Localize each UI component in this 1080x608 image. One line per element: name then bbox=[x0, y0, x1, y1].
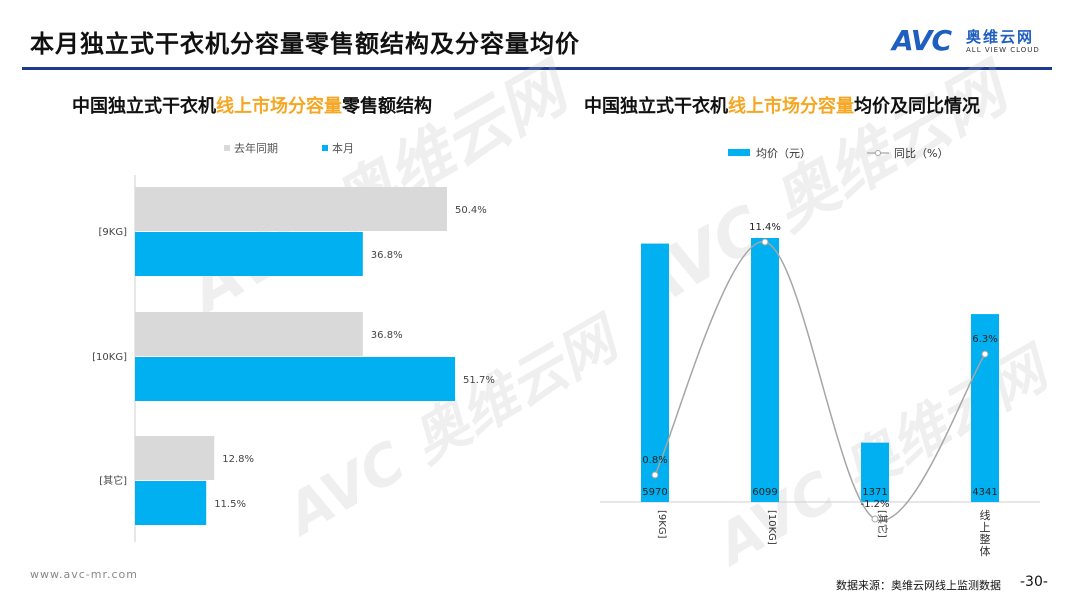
logo-cn-text: 奥维云网 bbox=[966, 28, 1035, 46]
legend-label: 同比（%） bbox=[894, 147, 948, 160]
bar bbox=[751, 238, 779, 502]
bar bbox=[135, 232, 363, 276]
line-label: 0.8% bbox=[642, 455, 667, 466]
title-rule bbox=[22, 67, 1052, 70]
legend-swatch bbox=[728, 149, 750, 156]
bar-label: 6099 bbox=[752, 487, 777, 498]
category-label: 线上整体 bbox=[980, 508, 991, 558]
category-label: [其它] bbox=[99, 474, 127, 487]
left-chart-title: 中国独立式干衣机线上市场分容量零售额结构 bbox=[72, 92, 432, 118]
bar-label: 5970 bbox=[642, 487, 667, 498]
right-title-pre: 中国独立式干衣机 bbox=[584, 96, 728, 117]
line-label: -1.2% bbox=[860, 499, 889, 510]
bar bbox=[971, 314, 999, 502]
right-chart-title: 中国独立式干衣机线上市场分容量均价及同比情况 bbox=[584, 92, 980, 118]
bar-label: 11.5% bbox=[214, 499, 246, 510]
category-label: [其它] bbox=[876, 510, 889, 538]
line-label: 6.3% bbox=[972, 334, 997, 345]
bar bbox=[135, 481, 207, 525]
left-title-pre: 中国独立式干衣机 bbox=[72, 96, 216, 117]
line-label: 11.4% bbox=[749, 222, 781, 233]
bar-label: 51.7% bbox=[463, 375, 495, 386]
legend: 均价（元） 同比（%） bbox=[728, 147, 948, 160]
legend-label: 去年同期 bbox=[234, 141, 278, 155]
logo-en-text: ALL VIEW CLOUD bbox=[966, 46, 1040, 54]
bar bbox=[135, 357, 456, 401]
bar-label: 50.4% bbox=[455, 205, 487, 216]
line-point bbox=[871, 515, 879, 523]
line-point bbox=[981, 350, 989, 358]
bar bbox=[861, 442, 889, 502]
share-bar-chart: 去年同期 本月 50.4% 36.8% [9KG] 36.8% 51.7% [10KG] 12.… bbox=[92, 141, 495, 542]
line-point bbox=[761, 238, 769, 246]
left-title-post: 零售额结构 bbox=[342, 96, 432, 117]
right-title-highlight: 线上市场分容量 bbox=[728, 96, 854, 117]
legend-label: 本月 bbox=[332, 141, 354, 155]
right-title-post: 均价及同比情况 bbox=[854, 96, 980, 117]
bar-label: 1371 bbox=[862, 487, 887, 498]
logo-mark: AVC bbox=[892, 24, 952, 57]
bar-label: 36.8% bbox=[371, 330, 403, 341]
yoy-line bbox=[654, 241, 986, 522]
avc-logo: AVC 奥维云网 ALL VIEW CLOUD bbox=[892, 24, 1062, 60]
price-combo-chart: 均价（元） 同比（%） 5970 6099 1371 4341 0.8% 11.4% -1.2%… bbox=[600, 147, 1040, 558]
category-label: [10KG] bbox=[766, 510, 777, 545]
bar bbox=[641, 243, 669, 502]
footer-url: www.avc-mr.com bbox=[30, 568, 138, 581]
legend-swatch bbox=[322, 145, 328, 151]
legend-label: 均价（元） bbox=[756, 147, 811, 160]
left-title-highlight: 线上市场分容量 bbox=[216, 96, 342, 117]
legend: 去年同期 本月 bbox=[224, 141, 354, 155]
legend-marker bbox=[875, 150, 881, 156]
bar-label: 12.8% bbox=[222, 454, 254, 465]
page-title: 本月独立式干衣机分容量零售额结构及分容量均价 bbox=[30, 30, 580, 58]
line-point bbox=[651, 471, 659, 479]
category-label: [9KG] bbox=[656, 510, 667, 539]
bar bbox=[135, 312, 363, 356]
bar-label: 36.8% bbox=[371, 250, 403, 261]
category-label: [10KG] bbox=[92, 352, 127, 363]
category-label: [9KG] bbox=[99, 227, 128, 238]
bar bbox=[135, 187, 447, 231]
legend-swatch bbox=[224, 145, 230, 151]
page-number: -30- bbox=[1020, 574, 1048, 590]
bar bbox=[135, 436, 215, 480]
bar-label: 4341 bbox=[972, 487, 997, 498]
footer-source: 数据来源：奥维云网线上监测数据 bbox=[836, 579, 1001, 592]
